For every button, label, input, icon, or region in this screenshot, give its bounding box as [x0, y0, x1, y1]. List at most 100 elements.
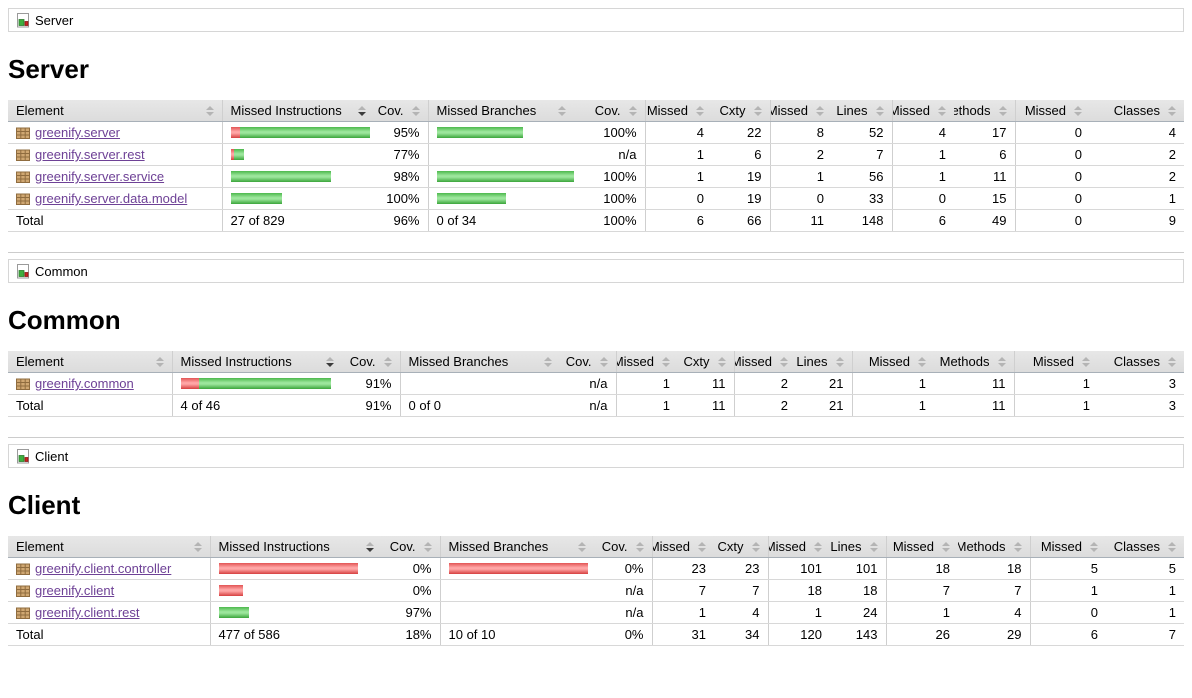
sort-icon	[358, 105, 366, 116]
missed-classes-cell: 0	[1030, 601, 1106, 624]
total-missed-classes-cell: 1	[1014, 394, 1098, 417]
total-missed-branches-cell: 0 of 0	[400, 394, 560, 417]
column-header-missed-instructions-1[interactable]: Missed Instructions	[210, 536, 382, 558]
missed-instructions-cell	[172, 372, 342, 395]
package-link[interactable]: greenify.client.controller	[35, 561, 172, 576]
column-header-classes-12[interactable]: Classes	[1098, 351, 1184, 373]
missed-methods-cell: 1	[892, 165, 954, 188]
column-header-element-0[interactable]: Element	[8, 351, 173, 373]
package-icon	[16, 149, 30, 161]
missed-lines-cell: 2	[734, 372, 796, 395]
branches-coverage-bar	[436, 191, 567, 206]
total-row: Total 27 of 829 96% 0 of 34 100% 6 66 11 148 6 49 0…	[8, 209, 1184, 232]
package-link[interactable]: greenify.client	[35, 583, 115, 598]
column-header-label: Missed	[768, 539, 806, 554]
package-link[interactable]: greenify.common	[35, 376, 134, 391]
column-header-lines-8[interactable]: Lines	[830, 536, 887, 558]
total-missed-cxty-cell: 31	[652, 623, 714, 646]
column-header-lines-8[interactable]: Lines	[796, 351, 853, 373]
total-missed-methods-cell: 6	[892, 209, 954, 232]
instr-coverage-cell: 95%	[374, 121, 429, 144]
missed-lines-cell: 8	[770, 121, 832, 144]
package-icon	[16, 585, 30, 597]
column-header-element-0[interactable]: Element	[8, 536, 211, 558]
sort-icon	[696, 105, 704, 116]
column-header-missed-11[interactable]: Missed	[1030, 536, 1106, 558]
branches-coverage-bar	[448, 561, 588, 576]
column-header-missed-branches-3[interactable]: Missed Branches	[440, 536, 594, 558]
sort-icon	[366, 541, 374, 552]
table-row: greenify.common 91% n/a 1 11 2 21 1 11 1 3	[8, 372, 1184, 395]
covered-bar-segment	[239, 126, 370, 138]
column-header-cov-4[interactable]: Cov.	[560, 351, 617, 373]
column-header-cxty-6[interactable]: Cxty	[712, 100, 771, 122]
column-header-missed-11[interactable]: Missed	[1015, 100, 1090, 122]
coverage-table-server: Element Missed Instructions Cov. Missed Bra…	[8, 100, 1184, 232]
instr-coverage-cell: 97%	[382, 601, 441, 624]
missed-methods-cell: 18	[886, 557, 958, 580]
total-lines-cell: 148	[832, 209, 893, 232]
covered-bar-segment	[198, 377, 331, 389]
column-header-missed-9[interactable]: Missed	[852, 351, 934, 373]
methods-cell: 4	[958, 601, 1031, 624]
column-header-missed-7[interactable]: Missed	[770, 100, 832, 122]
column-header-missed-instructions-1[interactable]: Missed Instructions	[172, 351, 342, 373]
missed-lines-cell: 101	[768, 557, 830, 580]
column-header-missed-7[interactable]: Missed	[734, 351, 796, 373]
column-header-missed-5[interactable]: Missed	[645, 100, 712, 122]
cxty-cell: 23	[714, 557, 769, 580]
column-header-missed-9[interactable]: Missed	[886, 536, 958, 558]
column-header-missed-branches-3[interactable]: Missed Branches	[428, 100, 574, 122]
column-header-classes-12[interactable]: Classes	[1090, 100, 1184, 122]
table-footer: Total 4 of 46 91% 0 of 0 n/a 1 11 2 21 1 11 1 3	[8, 394, 1184, 417]
sort-icon	[326, 356, 334, 367]
missed-cxty-cell: 1	[645, 165, 712, 188]
package-link[interactable]: greenify.client.rest	[35, 605, 140, 620]
column-header-missed-5[interactable]: Missed	[652, 536, 714, 558]
column-header-cov-2[interactable]: Cov.	[374, 100, 429, 122]
column-header-cxty-6[interactable]: Cxty	[714, 536, 769, 558]
missed-methods-cell: 1	[892, 143, 954, 166]
total-lines-cell: 143	[830, 623, 887, 646]
column-header-cxty-6[interactable]: Cxty	[678, 351, 735, 373]
column-header-methods-10[interactable]: Methods	[954, 100, 1016, 122]
package-link[interactable]: greenify.server.service	[35, 169, 165, 184]
column-header-label: Missed	[1040, 539, 1082, 554]
column-header-missed-7[interactable]: Missed	[768, 536, 830, 558]
package-link[interactable]: greenify.server.rest	[35, 147, 145, 162]
sort-icon	[205, 105, 214, 116]
column-header-missed-9[interactable]: Missed	[892, 100, 954, 122]
column-header-classes-12[interactable]: Classes	[1106, 536, 1184, 558]
branch-coverage-cell: 100%	[574, 187, 646, 210]
total-row: Total 477 of 586 18% 10 of 10 0% 31 34 120 143 26…	[8, 623, 1184, 646]
package-link[interactable]: greenify.server.data.model	[35, 191, 188, 206]
column-header-missed-branches-3[interactable]: Missed Branches	[400, 351, 560, 373]
methods-cell: 18	[958, 557, 1031, 580]
column-header-label: Missed	[652, 539, 690, 554]
lines-cell: 21	[796, 372, 853, 395]
missed-instructions-cell	[222, 187, 374, 210]
column-header-cov-4[interactable]: Cov.	[594, 536, 653, 558]
column-header-methods-10[interactable]: Methods	[934, 351, 1015, 373]
table-row: greenify.server.service 98% 100% 1 19 1 56 1 11 0…	[8, 165, 1184, 188]
column-header-label: Element	[16, 539, 64, 554]
table-header: Element Missed Instructions Cov. Missed Bra…	[8, 351, 1184, 373]
missed-branches-cell	[428, 143, 574, 166]
table-row: greenify.server.data.model 100% 100% 0 19 0 33…	[8, 187, 1184, 210]
total-cxty-cell: 34	[714, 623, 769, 646]
column-header-missed-11[interactable]: Missed	[1014, 351, 1098, 373]
column-header-cov-2[interactable]: Cov.	[382, 536, 441, 558]
column-header-element-0[interactable]: Element	[8, 100, 223, 122]
column-header-missed-5[interactable]: Missed	[616, 351, 678, 373]
package-link[interactable]: greenify.server	[35, 125, 121, 140]
column-header-label: Cov.	[389, 539, 416, 554]
column-header-methods-10[interactable]: Methods	[958, 536, 1031, 558]
column-header-cov-2[interactable]: Cov.	[342, 351, 401, 373]
missed-methods-cell: 4	[892, 121, 954, 144]
lines-cell: 18	[830, 579, 887, 602]
column-header-missed-instructions-1[interactable]: Missed Instructions	[222, 100, 374, 122]
column-header-cov-4[interactable]: Cov.	[574, 100, 646, 122]
missed-cxty-cell: 1	[652, 601, 714, 624]
column-header-lines-8[interactable]: Lines	[832, 100, 893, 122]
branch-coverage-cell: 100%	[574, 165, 646, 188]
